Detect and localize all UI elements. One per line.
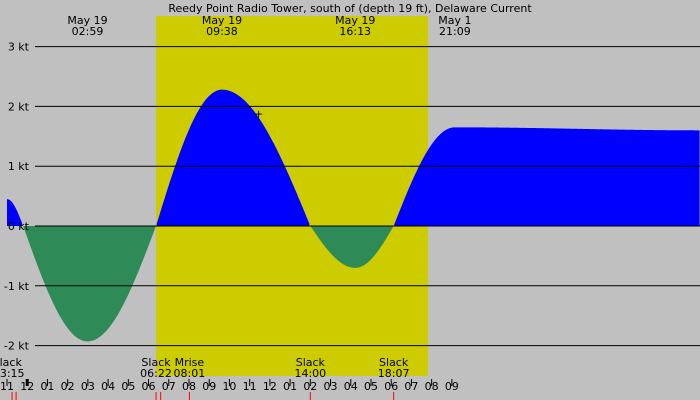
event-label-time: 18:07 [378,367,410,380]
x-tick-label: 11 [243,380,257,393]
event-label-name: Slack [141,356,171,369]
top-label-date: May 19 [202,14,242,27]
top-label-date: May 19 [335,14,375,27]
top-label-time: 02:59 [72,25,104,38]
top-label-date: May 1 [438,14,471,27]
x-tick-label: 06 [384,380,398,393]
y-axis-labels: 3 kt 2 kt 1 kt 0 kt -1 kt -2 kt [4,41,30,353]
x-tick-label: 08 [182,380,196,393]
x-tick-label: 05 [364,380,378,393]
top-label-date: May 19 [67,14,107,27]
y-tick-label: -1 kt [4,280,30,293]
current-marker-layer: + [254,108,263,121]
event-label-time: 14:00 [294,367,326,380]
x-tick-label: 10 [222,380,236,393]
flood-area [7,199,23,226]
event-label-name: Slack [379,356,409,369]
x-tick-label: 07 [404,380,418,393]
event-label-time: 06:22 [140,367,172,380]
x-tick-label: 08 [425,380,439,393]
x-tick-label: 06 [142,380,156,393]
gridline-layer [35,46,700,347]
x-tick-label: 04 [344,380,358,393]
x-tick-label: 04 [101,380,115,393]
x-tick-label: 02 [61,380,75,393]
current-time-marker: + [254,108,263,121]
ebb-area [310,226,394,268]
x-tick-label: 03 [81,380,95,393]
event-label-name: Slack [296,356,326,369]
top-label-time: 16:13 [339,25,371,38]
current-area-layer [7,89,700,342]
x-tick-label: 09 [202,380,216,393]
x-tick-label: 01 [40,380,54,393]
event-label-name: et Slack [0,356,22,369]
y-tick-label: -2 kt [4,340,30,353]
top-label-time: 21:09 [439,25,471,38]
y-tick-label: 0 kt [8,220,30,233]
x-tick-label: 02 [303,380,317,393]
flood-area [394,127,700,226]
x-tick-label: 11 [0,380,14,393]
bottom-event-labels: et Slack01 23:15Slack06:22Mrise08:01Slac… [0,356,409,380]
x-tick-label: 03 [324,380,338,393]
event-label-name: Mrise [175,356,205,369]
x-tick-label: 01 [283,380,297,393]
x-axis-ticks: 11 12 01 02 03 04 05 06 07 08 09 10 11 12 01 02 03 04 05 06… [0,379,459,400]
flood-area [156,89,310,226]
x-tick-label: 05 [121,380,135,393]
x-tick-label: 09 [445,380,459,393]
top-label-time: 09:38 [206,25,238,38]
x-tick-label: 12 [263,380,277,393]
y-tick-label: 3 kt [8,41,30,54]
x-tick-label: 12 [20,380,34,393]
ebb-area [23,226,156,342]
y-tick-label: 2 kt [8,100,30,113]
event-label-time: 08:01 [174,367,206,380]
chart-title: Reedy Point Radio Tower, south of (depth… [168,2,532,15]
event-label-time: 01 23:15 [0,367,25,380]
x-tick-label: 07 [162,380,176,393]
y-tick-label: 1 kt [8,160,30,173]
